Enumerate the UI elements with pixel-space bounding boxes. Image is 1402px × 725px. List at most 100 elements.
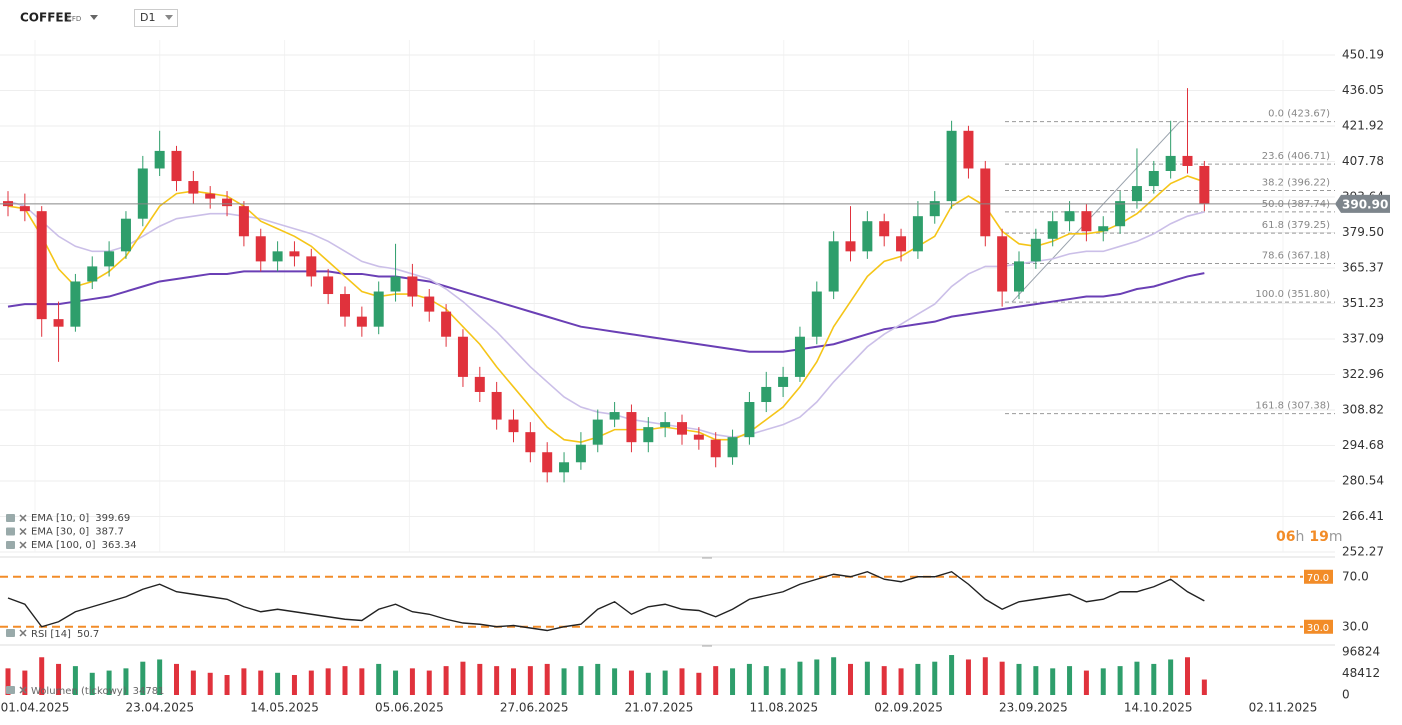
symbol-dropdown[interactable] xyxy=(90,15,98,20)
candle-body xyxy=(272,251,283,262)
legend-name: Wolumen (tickowy) xyxy=(31,686,127,697)
candle-body xyxy=(727,437,738,458)
candle-body xyxy=(845,241,856,252)
volume-bar xyxy=(157,659,163,695)
timeframe-dropdown[interactable] xyxy=(165,15,173,20)
candle-body xyxy=(1064,211,1075,222)
y-tick-label: 407.78 xyxy=(1342,154,1384,168)
candle-body xyxy=(491,391,502,420)
volume-bar xyxy=(932,661,938,695)
candle-body xyxy=(424,296,435,312)
candle-body xyxy=(677,422,687,435)
candle-body xyxy=(912,216,923,252)
legend-value: 50.7 xyxy=(77,629,99,640)
candle-body xyxy=(980,168,991,237)
y-tick-label: 252.27 xyxy=(1342,545,1384,559)
volume-bar xyxy=(965,659,971,695)
legend-value: 363.34 xyxy=(102,540,137,551)
timeframe[interactable]: D1 xyxy=(140,11,155,24)
candle-body xyxy=(205,193,216,199)
fib-label: 100.0 (351.80) xyxy=(1255,289,1330,300)
candle-body xyxy=(289,251,300,257)
x-tick-label: 02.09.2025 xyxy=(874,701,943,715)
volume-bar xyxy=(1201,679,1207,695)
volume-bar xyxy=(595,663,601,695)
candle-body xyxy=(626,412,637,443)
candle-body xyxy=(946,130,957,202)
y-tick-label: 48412 xyxy=(1342,666,1380,680)
candle-body xyxy=(53,319,64,327)
volume-bar xyxy=(89,672,95,695)
candle-body xyxy=(1148,170,1159,187)
candle-body xyxy=(1165,155,1176,171)
legend-icon xyxy=(6,686,15,694)
candle-body xyxy=(963,130,974,169)
candle-body xyxy=(929,201,940,217)
candle-body xyxy=(1131,186,1142,202)
y-tick-label: 450.19 xyxy=(1342,48,1384,62)
y-tick-label: 266.41 xyxy=(1342,509,1384,523)
y-tick-label: 308.82 xyxy=(1342,402,1384,416)
volume-bar xyxy=(544,663,550,695)
candle-body xyxy=(1030,238,1041,262)
candle-body xyxy=(710,439,721,458)
volume-bar xyxy=(393,670,399,695)
volume-bar xyxy=(224,675,230,695)
fib-label: 161.8 (307.38) xyxy=(1255,401,1330,412)
volume-bar xyxy=(628,670,634,695)
volume-bar xyxy=(999,661,1005,695)
volume-bar xyxy=(258,670,264,695)
x-tick-label: 27.06.2025 xyxy=(500,701,569,715)
rsi-level-label: 30.0 xyxy=(1307,623,1329,634)
volume-bar xyxy=(207,672,213,695)
volume-bar xyxy=(1134,661,1140,695)
volume-bar xyxy=(645,672,651,695)
y-tick-label: 294.68 xyxy=(1342,438,1384,452)
candle-body xyxy=(323,276,334,295)
rsi-level-tag xyxy=(1304,569,1333,584)
volume-bar xyxy=(22,670,28,695)
candle-body xyxy=(19,206,30,212)
volume-bar xyxy=(460,661,466,695)
legend-icon xyxy=(6,629,15,637)
candle-body xyxy=(441,311,452,337)
volume-bar xyxy=(275,672,281,695)
candle-body xyxy=(171,150,182,182)
candle-body xyxy=(87,266,98,282)
candle-body xyxy=(306,256,317,277)
volume-bar xyxy=(561,668,567,695)
volume-bar xyxy=(780,668,786,695)
legend-close xyxy=(19,686,27,694)
volume-bar xyxy=(1083,670,1089,695)
candle-body xyxy=(1098,226,1109,232)
legend-name: RSI [14] xyxy=(31,629,71,640)
candle-body xyxy=(70,281,81,327)
y-tick-label: 96824 xyxy=(1342,645,1380,659)
timeframe-box[interactable] xyxy=(134,9,178,27)
symbol-tag: CFD xyxy=(67,15,81,23)
candle-body xyxy=(575,444,586,463)
candle-body xyxy=(1047,221,1058,239)
symbol[interactable]: COFFEE xyxy=(20,11,72,25)
candle-body xyxy=(120,218,131,252)
volume-bar xyxy=(1100,668,1106,695)
candle-body xyxy=(188,181,199,194)
volume-bar xyxy=(1067,666,1073,695)
candle-body xyxy=(154,150,165,169)
candle-body xyxy=(862,221,873,252)
legend-name: EMA [10, 0] xyxy=(31,513,89,524)
volume-bar xyxy=(713,666,719,695)
volume-bar xyxy=(814,659,820,695)
volume-bar xyxy=(409,668,415,695)
y-tick-label: 351.23 xyxy=(1342,296,1384,310)
volume-bar xyxy=(174,663,179,695)
candle-body xyxy=(592,419,603,445)
candle-body xyxy=(643,427,654,443)
volume-bar xyxy=(123,668,129,695)
volume-bar xyxy=(1168,659,1174,695)
volume-bar xyxy=(376,663,382,695)
legend-close xyxy=(19,629,27,637)
volume-bar xyxy=(1050,668,1056,695)
y-tick-label: 436.05 xyxy=(1342,83,1384,97)
candle-body xyxy=(542,452,553,473)
